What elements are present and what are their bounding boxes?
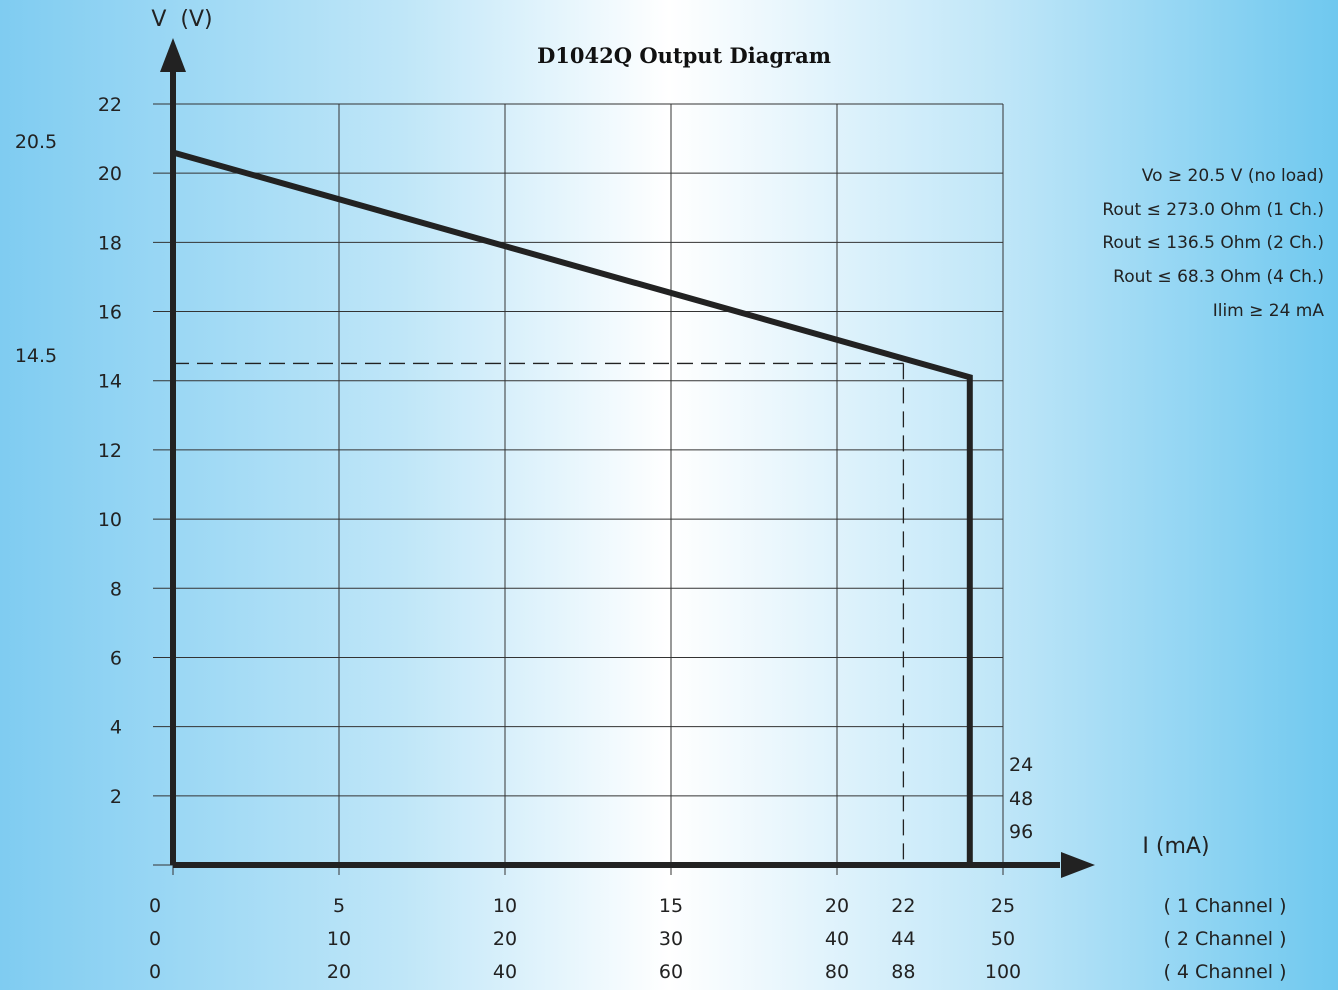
x-tick-label-r1-1: 10: [327, 928, 351, 950]
x-row-caption-0: ( 1 Channel ): [1163, 895, 1286, 917]
y-tick-label-8: 6: [110, 647, 122, 669]
y-tick-label-7: 8: [110, 578, 122, 600]
x-tick-label-r2-6: 100: [985, 961, 1021, 983]
grid: [153, 103, 1004, 875]
x-row-caption-1: ( 2 Channel ): [1163, 928, 1286, 950]
x-tick-label-r1-2: 20: [493, 928, 517, 950]
series: [170, 148, 973, 865]
y-tick-label-0: 22: [98, 94, 122, 116]
y-tick-label-2: 18: [98, 232, 122, 254]
x-tick-label-r0-4: 20: [825, 895, 849, 917]
spec-annotations: Vo ≥ 20.5 V (no load) Rout ≤ 273.0 Ohm (…: [1102, 166, 1324, 321]
x-axis-arrow: [1061, 852, 1095, 878]
y-axis-arrow: [160, 38, 186, 72]
y-tick-label-4: 14: [98, 371, 122, 393]
y-marker-label-1: 14.5: [15, 345, 57, 367]
annotation-rout-2ch: Rout ≤ 136.5 Ohm (2 Ch.): [1102, 233, 1324, 253]
x-tick-label-r1-4: 40: [825, 928, 849, 950]
x-tick-label-r1-6: 50: [991, 928, 1015, 950]
x-tick-label-r2-0: 0: [149, 961, 161, 983]
x-tick-label-r0-3: 15: [659, 895, 683, 917]
y-tick-label-5: 12: [98, 440, 122, 462]
x-tick-label-r2-2: 40: [493, 961, 517, 983]
x-tick-label-r1-0: 0: [149, 928, 161, 950]
y-tick-label-6: 10: [98, 509, 122, 531]
x-axis-title: I (mA): [1142, 834, 1209, 859]
axes: [160, 38, 1095, 878]
tick-labels: 22 20 18 16 14 12 10 8 6 4 2 20.5 14.5 0 5 10 15 20 22 25 ( …: [15, 94, 1287, 983]
chart-title: D1042Q Output Diagram: [537, 43, 831, 68]
x-tick-label-r0-0: 0: [149, 895, 161, 917]
y-tick-label-10: 2: [110, 786, 122, 808]
annotation-ilim: Ilim ≥ 24 mA: [1213, 301, 1325, 321]
x-tick-label-r0-6: 25: [991, 895, 1015, 917]
y-axis-title: V (V): [151, 7, 212, 32]
x-tick-label-r1-3: 30: [659, 928, 683, 950]
y-tick-label-9: 4: [110, 717, 122, 739]
annotation-rout-1ch: Rout ≤ 273.0 Ohm (1 Ch.): [1102, 200, 1324, 220]
x-tick-label-r2-5: 88: [891, 961, 915, 983]
output-curve-0: [170, 148, 973, 865]
annotation-vo: Vo ≥ 20.5 V (no load): [1142, 166, 1324, 186]
x-tick-label-r0-5: 22: [891, 895, 915, 917]
limit-label-0: 24: [1009, 754, 1033, 776]
annotation-rout-4ch: Rout ≤ 68.3 Ohm (4 Ch.): [1113, 267, 1324, 287]
y-marker-label-0: 20.5: [15, 131, 57, 153]
x-tick-label-r2-3: 60: [659, 961, 683, 983]
x-tick-label-r0-1: 5: [333, 895, 345, 917]
x-tick-label-r2-4: 80: [825, 961, 849, 983]
y-tick-label-3: 16: [98, 302, 122, 324]
x-row-caption-2: ( 4 Channel ): [1163, 961, 1286, 983]
x-tick-label-r2-1: 20: [327, 961, 351, 983]
x-tick-label-r1-5: 44: [891, 928, 915, 950]
limit-label-2: 96: [1009, 821, 1033, 843]
y-tick-label-1: 20: [98, 163, 122, 185]
x-tick-label-r0-2: 10: [493, 895, 517, 917]
limit-label-1: 48: [1009, 788, 1033, 810]
